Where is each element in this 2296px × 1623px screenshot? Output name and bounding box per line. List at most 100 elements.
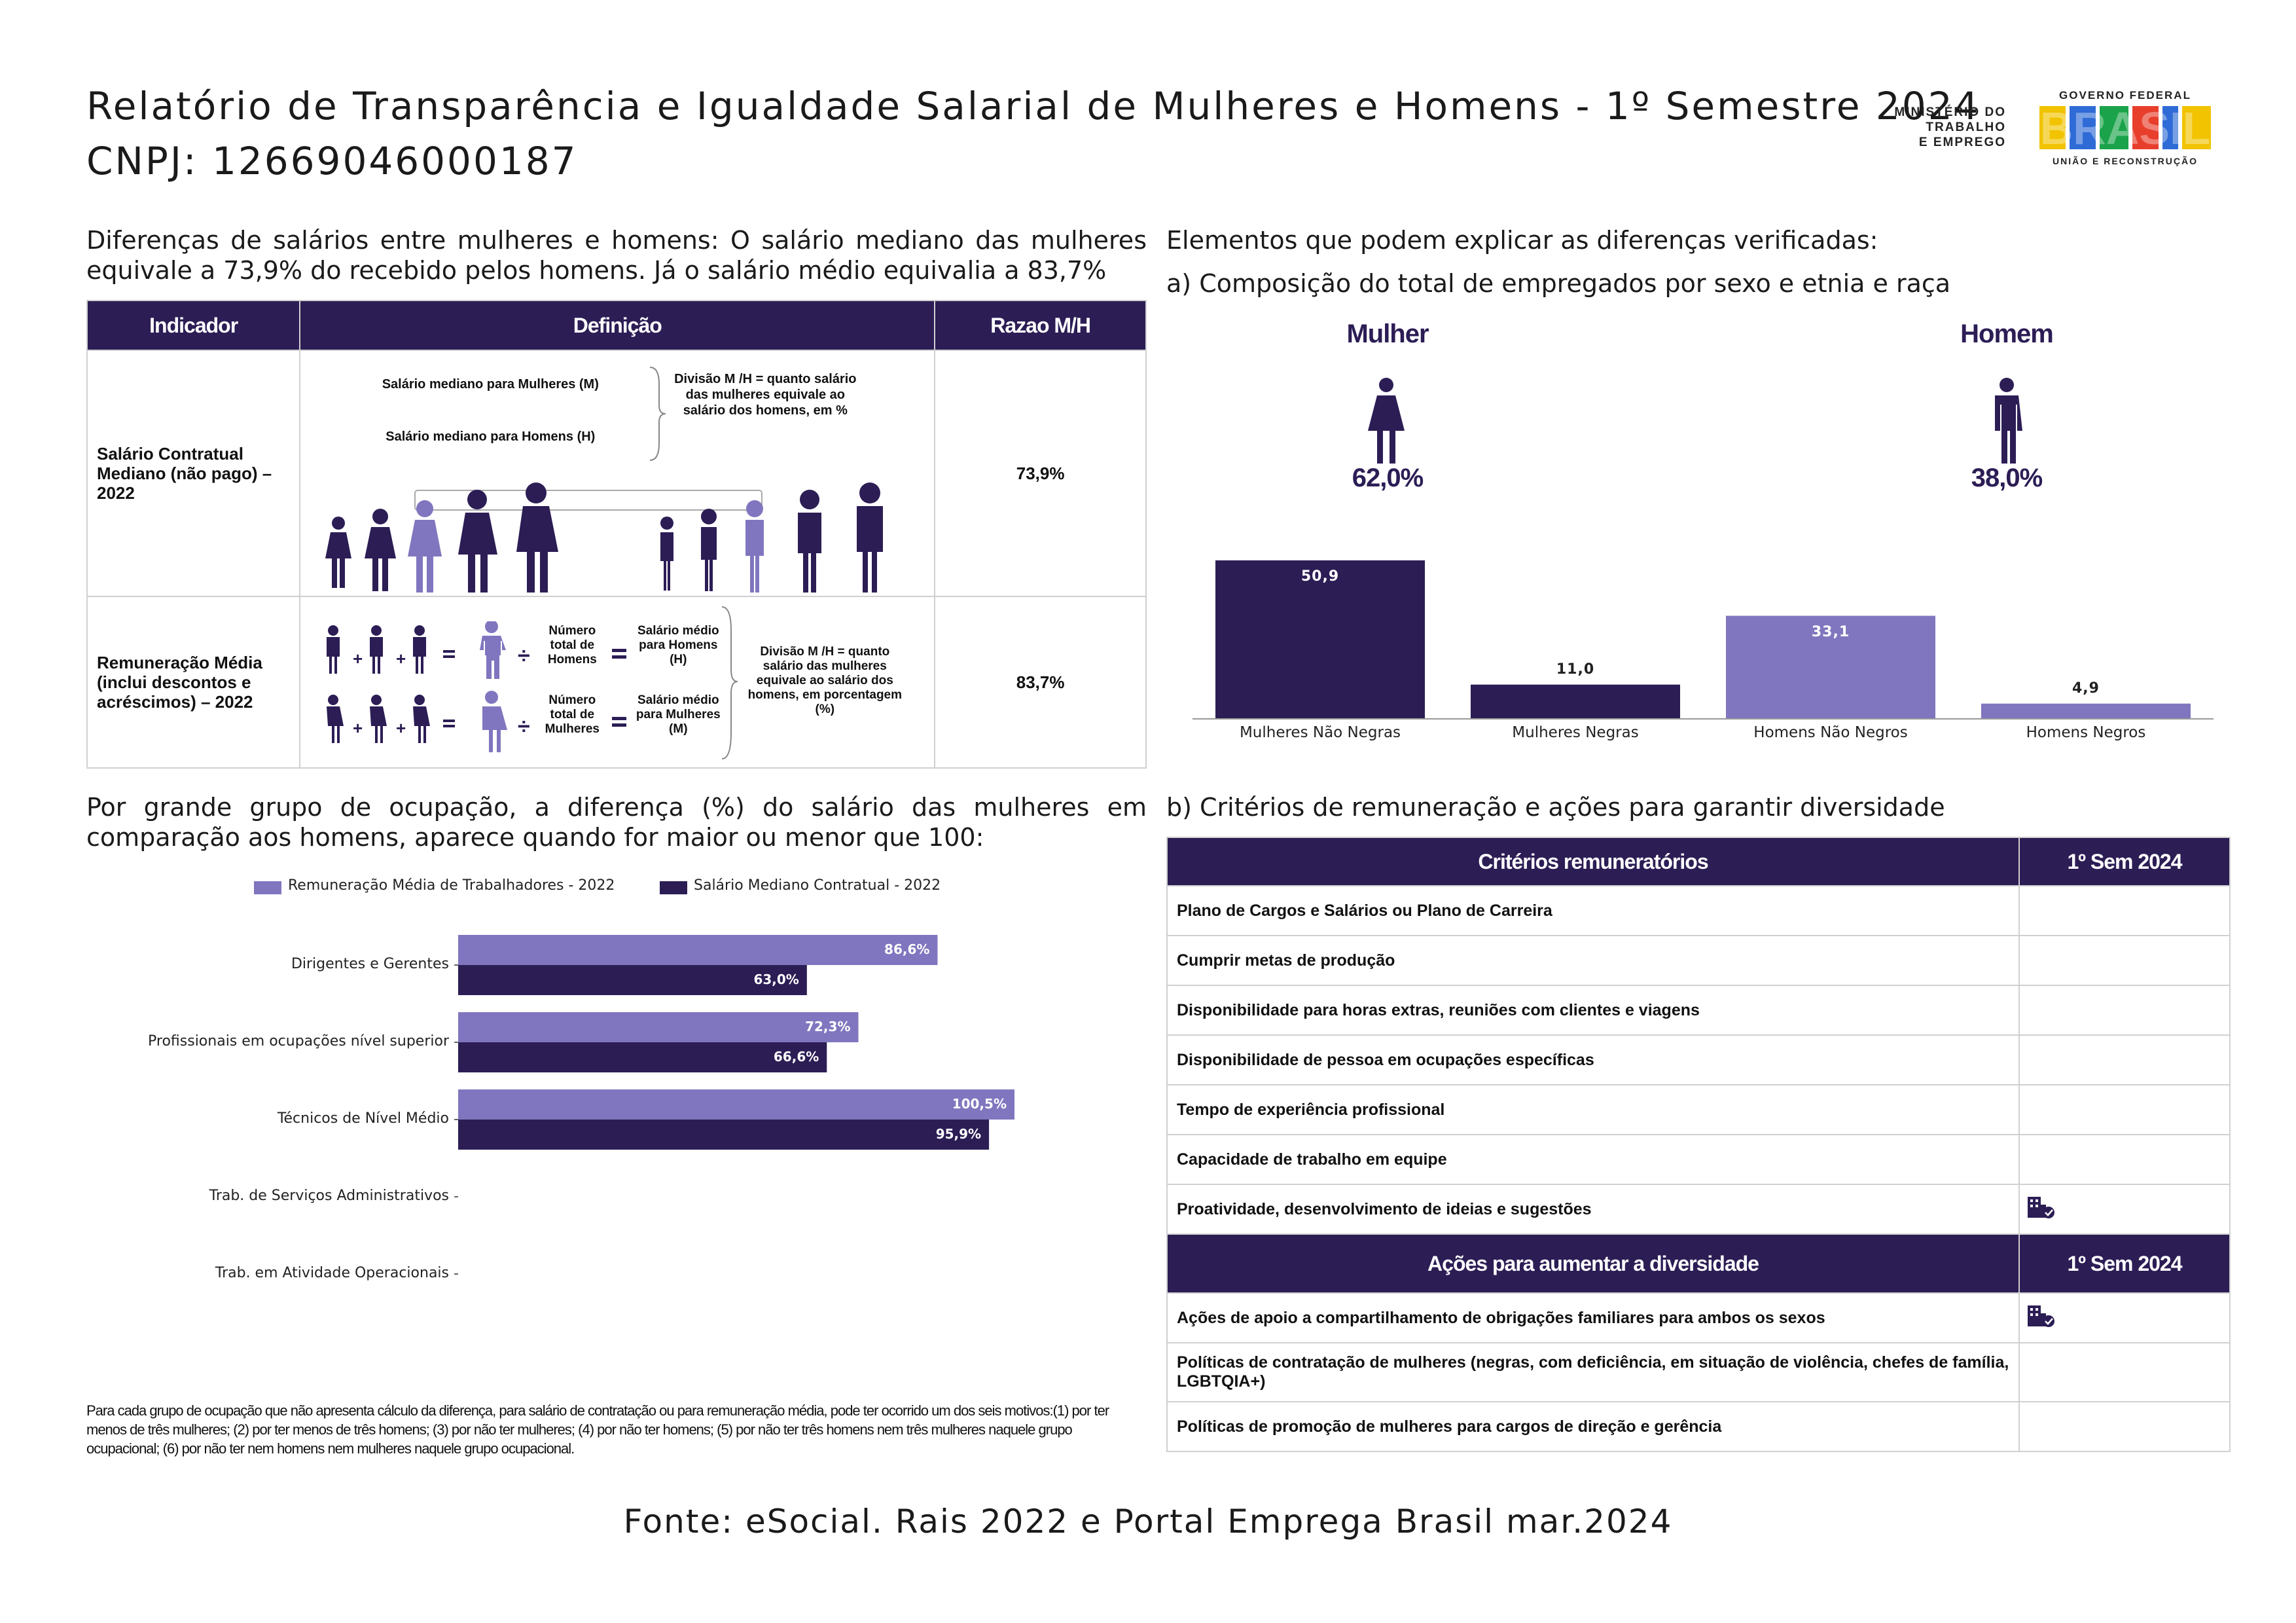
gov-logo-top: GOVERNO FEDERAL bbox=[2059, 89, 2191, 101]
svg-text:÷: ÷ bbox=[518, 644, 530, 668]
total-women-text: Número total de Mulheres bbox=[545, 693, 600, 736]
woman-label: Mulher bbox=[1346, 319, 1429, 348]
criteria-row: Proatividade, desenvolvimento de ideias … bbox=[1166, 1184, 2231, 1235]
man-label: Homem bbox=[1960, 319, 2054, 348]
header-acoes: Ações para aumentar a diversidade bbox=[1166, 1233, 2020, 1294]
criteria-value bbox=[2018, 885, 2231, 936]
woman-icon bbox=[1368, 378, 1405, 464]
header-criterios: Critérios remuneratórios bbox=[1166, 837, 2020, 886]
criteria-value bbox=[2018, 1134, 2231, 1185]
composition-bar-label: 33,1 bbox=[1811, 623, 1850, 640]
mte-logo-line: TRABALHO bbox=[1926, 120, 2006, 134]
composition-chart-svg bbox=[1193, 560, 2214, 720]
mte-logo: MINISTÉRIO DO TRABALHO E EMPREGO bbox=[1885, 105, 2006, 150]
people-illustration bbox=[325, 483, 884, 593]
occupation-bar-label: 95,9% bbox=[935, 1126, 982, 1142]
man-icon bbox=[1995, 378, 2022, 464]
woman-percent: 62,0% bbox=[1352, 464, 1424, 492]
svg-text:+: + bbox=[353, 718, 363, 738]
median-division-note: Divisão M /H = quanto salário das mulher… bbox=[674, 372, 857, 418]
median-women-text: Salário mediano para Mulheres (M) bbox=[382, 377, 599, 392]
composition-bar-label: 50,9 bbox=[1300, 568, 1340, 585]
svg-text:+: + bbox=[396, 718, 406, 738]
criteria-label: Disponibilidade de pessoa em ocupações e… bbox=[1166, 1034, 2020, 1085]
composition-bar bbox=[1471, 684, 1680, 719]
composition-category-label: Mulheres Não Negras bbox=[1239, 724, 1401, 741]
criteria-label: Capacidade de trabalho em equipe bbox=[1166, 1134, 2020, 1185]
action-value bbox=[2018, 1401, 2231, 1452]
criteria-label: Plano de Cargos e Salários ou Plano de C… bbox=[1166, 885, 2020, 936]
criteria-row: Disponibilidade para horas extras, reuni… bbox=[1166, 985, 2231, 1036]
avg-women-text: Salário médio para Mulheres (M) bbox=[636, 693, 721, 736]
header-definicao: Definição bbox=[299, 300, 936, 351]
composition-category-label: Homens Não Negros bbox=[1753, 724, 1908, 741]
indicator-table: Indicador Definição Razao M/H Salário Co… bbox=[86, 300, 1147, 769]
action-value bbox=[2018, 1292, 2231, 1343]
section-b-title: b) Critérios de remuneração e ações para… bbox=[1166, 793, 1945, 822]
indicator-average-definition: + + + + ÷ ÷ Número total de Homens Número t… bbox=[299, 596, 936, 769]
criteria-label: Disponibilidade para horas extras, reuni… bbox=[1166, 985, 2020, 1036]
occupation-legend: Remuneração Média de Trabalhadores - 202… bbox=[254, 877, 1105, 903]
brace-icon bbox=[650, 367, 666, 461]
criteria-label: Cumprir metas de produção bbox=[1166, 935, 2020, 986]
svg-text:÷: ÷ bbox=[518, 714, 530, 739]
action-row: Ações de apoio a compartilhamento de obr… bbox=[1166, 1292, 2231, 1343]
mte-logo-line: E EMPREGO bbox=[1918, 136, 2006, 149]
occupation-bar bbox=[458, 1089, 1014, 1120]
occupation-category-label: Técnicos de Nível Médio bbox=[277, 1110, 449, 1127]
legend-swatch-median bbox=[660, 881, 687, 894]
legend-label-median: Salário Mediano Contratual - 2022 bbox=[694, 877, 941, 894]
total-men-text: Número total de Homens bbox=[547, 624, 597, 666]
criteria-row: Tempo de experiência profissional bbox=[1166, 1084, 2231, 1135]
section-a-title: a) Composição do total de empregados por… bbox=[1166, 269, 1951, 298]
occupation-category-label: Trab. em Atividade Operacionais bbox=[215, 1265, 449, 1281]
occupation-bar-label: 72,3% bbox=[805, 1019, 851, 1034]
building-check-icon bbox=[2028, 1196, 2054, 1218]
composition-bar bbox=[1726, 615, 1935, 719]
median-men-text: Salário mediano para Homens (H) bbox=[386, 429, 596, 444]
composition-bar-chart: 50,9 Mulheres Não Negras 11,0 Mulheres Negr… bbox=[1166, 550, 2231, 746]
occupation-bar bbox=[458, 935, 938, 965]
legend-label-avg: Remuneração Média de Trabalhadores - 202… bbox=[288, 877, 615, 894]
criteria-row: Plano de Cargos e Salários ou Plano de C… bbox=[1166, 885, 2231, 936]
brasil-wordmark-text: BRASIL bbox=[2040, 103, 2211, 153]
criteria-table: Critérios remuneratórios 1º Sem 2024 Pla… bbox=[1166, 837, 2231, 1452]
equals-icons bbox=[612, 649, 627, 727]
occupation-bar-label: 63,0% bbox=[753, 972, 799, 987]
action-row: Políticas de contratação de mulheres (ne… bbox=[1166, 1342, 2231, 1402]
composition-bar-label: 11,0 bbox=[1556, 661, 1595, 678]
action-label: Ações de apoio a compartilhamento de obr… bbox=[1166, 1292, 2020, 1343]
composition-bar-label: 4,9 bbox=[2072, 680, 2100, 697]
occupation-category-label: Dirigentes e Gerentes bbox=[291, 956, 449, 972]
gov-logo-bottom: UNIÃO E RECONSTRUÇÃO bbox=[2052, 156, 2198, 166]
action-label: Políticas de contratação de mulheres (ne… bbox=[1166, 1342, 2020, 1402]
composition-category-label: Mulheres Negras bbox=[1512, 724, 1639, 741]
occupation-bar-label: 86,6% bbox=[884, 941, 930, 957]
legend-swatch-avg bbox=[254, 881, 281, 894]
header-sem-actions: 1º Sem 2024 bbox=[2018, 1233, 2231, 1294]
page-title: Relatório de Transparência e Igualdade S… bbox=[86, 84, 1981, 128]
source-note: Fonte: eSocial. Rais 2022 e Portal Empre… bbox=[623, 1503, 1673, 1541]
criteria-value bbox=[2018, 985, 2231, 1036]
average-division-note: Divisão M /H = quanto salário das mulher… bbox=[747, 645, 903, 716]
header-indicador: Indicador bbox=[86, 300, 301, 351]
occupation-bar bbox=[458, 1120, 990, 1150]
action-row: Políticas de promoção de mulheres para c… bbox=[1166, 1401, 2231, 1452]
occupation-intro: Por grande grupo de ocupação, a diferenç… bbox=[86, 793, 1147, 852]
criteria-value bbox=[2018, 1034, 2231, 1085]
svg-text:+: + bbox=[396, 649, 406, 668]
header-razao: Razao M/H bbox=[934, 300, 1147, 351]
criteria-value bbox=[2018, 935, 2231, 986]
indicator-median-definition: Salário mediano para Mulheres (M) Salári… bbox=[299, 350, 936, 597]
header-sem-criteria: 1º Sem 2024 bbox=[2018, 837, 2231, 886]
occupation-bar-chart: Dirigentes e Gerentes 86,6% 63,0% Profissio… bbox=[86, 917, 1147, 1309]
occupation-chart-svg bbox=[454, 935, 1014, 1275]
criteria-label: Proatividade, desenvolvimento de ideias … bbox=[1166, 1184, 2020, 1235]
building-check-icon bbox=[2028, 1305, 2054, 1327]
brasil-wordmark: BRASIL bbox=[2039, 103, 2211, 154]
composition-category-label: Homens Negros bbox=[2026, 724, 2146, 741]
criteria-label: Tempo de experiência profissional bbox=[1166, 1084, 2020, 1135]
svg-text:+: + bbox=[353, 649, 363, 668]
criteria-row: Cumprir metas de produção bbox=[1166, 935, 2231, 986]
criteria-row: Capacidade de trabalho em equipe bbox=[1166, 1134, 2231, 1185]
